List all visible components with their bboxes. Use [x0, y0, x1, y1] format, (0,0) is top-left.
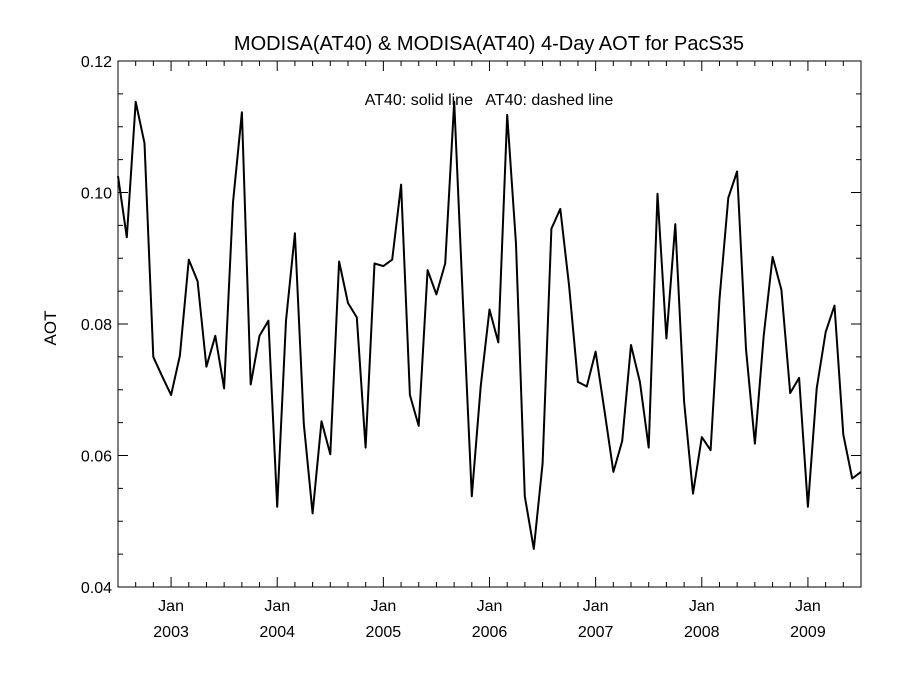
x-tick-month-label: Jan: [583, 598, 609, 615]
x-tick-year-label: 2005: [366, 624, 402, 641]
x-tick-year-label: 2007: [578, 624, 614, 641]
x-tick-month-label: Jan: [795, 598, 821, 615]
x-tick-month-label: Jan: [264, 598, 290, 615]
y-tick-label: 0.10: [81, 186, 112, 203]
chart-title: MODISA(AT40) & MODISA(AT40) 4-Day AOT fo…: [234, 33, 744, 55]
y-tick-label: 0.06: [81, 449, 112, 466]
x-tick-month-label: Jan: [370, 598, 396, 615]
x-tick-month-label: Jan: [158, 598, 184, 615]
axis-tick-labels: 0.04 0.06 0.08 0.10 0.12 Jan 2003 Jan 2004 Jan 200…: [81, 54, 826, 641]
axis-ticks: [118, 60, 861, 588]
x-tick-year-label: 2006: [472, 624, 508, 641]
x-tick-month-label: Jan: [689, 598, 715, 615]
x-tick-month-label: Jan: [477, 598, 503, 615]
x-tick-year-label: 2003: [153, 624, 189, 641]
x-tick-year-label: 2009: [790, 624, 826, 641]
y-tick-label: 0.12: [81, 54, 112, 71]
y-tick-label: 0.08: [81, 317, 112, 334]
series-line-solid: [117, 100, 862, 550]
y-tick-label: 0.04: [81, 580, 112, 597]
series-style-annotation: AT40: solid line AT40: dashed line: [365, 92, 614, 109]
y-axis-label: AOT: [41, 311, 60, 346]
x-tick-year-label: 2004: [259, 624, 295, 641]
plot-frame: [117, 60, 862, 588]
x-tick-year-label: 2008: [684, 624, 720, 641]
